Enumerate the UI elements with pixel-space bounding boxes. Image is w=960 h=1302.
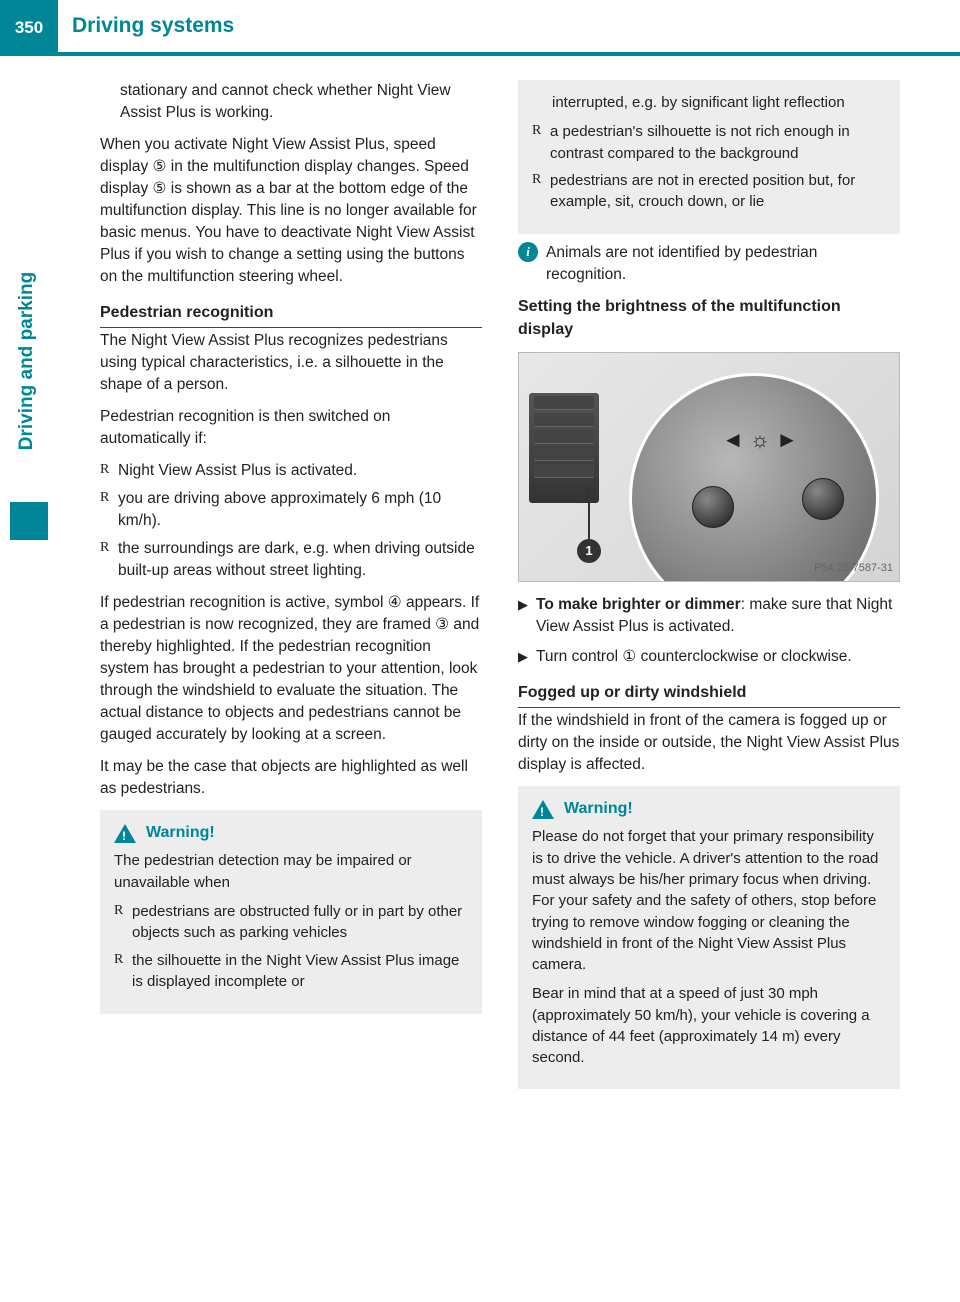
- list-item: the surroundings are dark, e.g. when dri…: [100, 538, 482, 582]
- section-heading: Setting the brightness of the multifunct…: [518, 296, 900, 341]
- step-label: To make brighter or dimmer: [536, 596, 741, 613]
- body-text: stationary and cannot check whether Nigh…: [100, 80, 482, 124]
- info-text: Animals are not identified by pedestrian…: [546, 242, 900, 286]
- body-text: It may be the case that objects are high…: [100, 756, 482, 800]
- info-note: i Animals are not identified by pedestri…: [518, 242, 900, 286]
- section-heading: Pedestrian recognition: [100, 302, 482, 328]
- warning-box: Warning! Please do not forget that your …: [518, 786, 900, 1089]
- side-tab-label: Driving and parking: [16, 256, 38, 466]
- header-title: Driving systems: [58, 0, 960, 56]
- bullet-list: pedestrians are obstructed fully or in p…: [114, 901, 468, 992]
- warning-header: Warning!: [114, 822, 468, 845]
- bullet-list: Night View Assist Plus is activated. you…: [100, 460, 482, 582]
- zoom-circle: ◄ ☼ ►: [629, 373, 879, 582]
- content-area: stationary and cannot check whether Nigh…: [100, 80, 900, 1262]
- side-tab: Driving and parking: [0, 250, 58, 500]
- list-item: the silhouette in the Night View Assist …: [114, 950, 468, 993]
- body-text: When you activate Night View Assist Plus…: [100, 134, 482, 288]
- list-item: you are driving above approximately 6 mp…: [100, 488, 482, 532]
- callout-label: 1: [577, 539, 601, 563]
- warning-title: Warning!: [146, 822, 215, 845]
- warning-text: Bear in mind that at a speed of just 30 …: [532, 983, 886, 1068]
- control-knob: [802, 478, 844, 520]
- warning-box-continued: interrupted, e.g. by significant light r…: [518, 80, 900, 234]
- page-header: 350 Driving systems: [0, 0, 960, 56]
- step-arrow-icon: ▶: [518, 594, 528, 638]
- warning-icon: [532, 800, 554, 819]
- side-tab-marker: [10, 502, 48, 540]
- warning-icon: [114, 824, 136, 843]
- instruction-step: ▶ Turn control ① counterclockwise or clo…: [518, 646, 900, 668]
- figure-reference: P54.25-7587-31: [814, 561, 893, 577]
- body-text: If pedestrian recognition is active, sym…: [100, 592, 482, 746]
- left-column: stationary and cannot check whether Nigh…: [100, 80, 482, 1262]
- control-knob: [692, 486, 734, 528]
- list-item: Night View Assist Plus is activated.: [100, 460, 482, 482]
- list-item: a pedestrian's silhouette is not rich en…: [532, 121, 886, 164]
- warning-text: Please do not forget that your primary r…: [532, 826, 886, 975]
- manual-page: 350 Driving systems Driving and parking …: [0, 0, 960, 1302]
- list-item: pedestrians are obstructed fully or in p…: [114, 901, 468, 944]
- list-item: pedestrians are not in erected position …: [532, 170, 886, 213]
- right-column: interrupted, e.g. by significant light r…: [518, 80, 900, 1262]
- warning-title: Warning!: [564, 798, 633, 821]
- body-text: Pedestrian recognition is then switched …: [100, 406, 482, 450]
- body-text: If the windshield in front of the camera…: [518, 710, 900, 776]
- warning-text: interrupted, e.g. by significant light r…: [532, 92, 886, 113]
- watermark: carmanualsonline.info: [743, 1271, 948, 1294]
- brightness-arrows-icon: ◄ ☼ ►: [722, 424, 798, 455]
- warning-header: Warning!: [532, 798, 886, 821]
- step-arrow-icon: ▶: [518, 646, 528, 668]
- warning-box: Warning! The pedestrian detection may be…: [100, 810, 482, 1015]
- warning-text: The pedestrian detection may be impaired…: [114, 850, 468, 893]
- instruction-step: ▶ To make brighter or dimmer: make sure …: [518, 594, 900, 638]
- page-number: 350: [0, 0, 58, 56]
- bullet-list: a pedestrian's silhouette is not rich en…: [532, 121, 886, 212]
- brightness-control-figure: ◄ ☼ ► 1 P54.25-7587-31: [518, 352, 900, 582]
- step-text: To make brighter or dimmer: make sure th…: [536, 594, 900, 638]
- callout-line: [588, 485, 590, 541]
- info-icon: i: [518, 242, 538, 262]
- step-text: Turn control ① counterclockwise or clock…: [536, 646, 900, 668]
- section-heading: Fogged up or dirty windshield: [518, 682, 900, 708]
- body-text: The Night View Assist Plus recognizes pe…: [100, 330, 482, 396]
